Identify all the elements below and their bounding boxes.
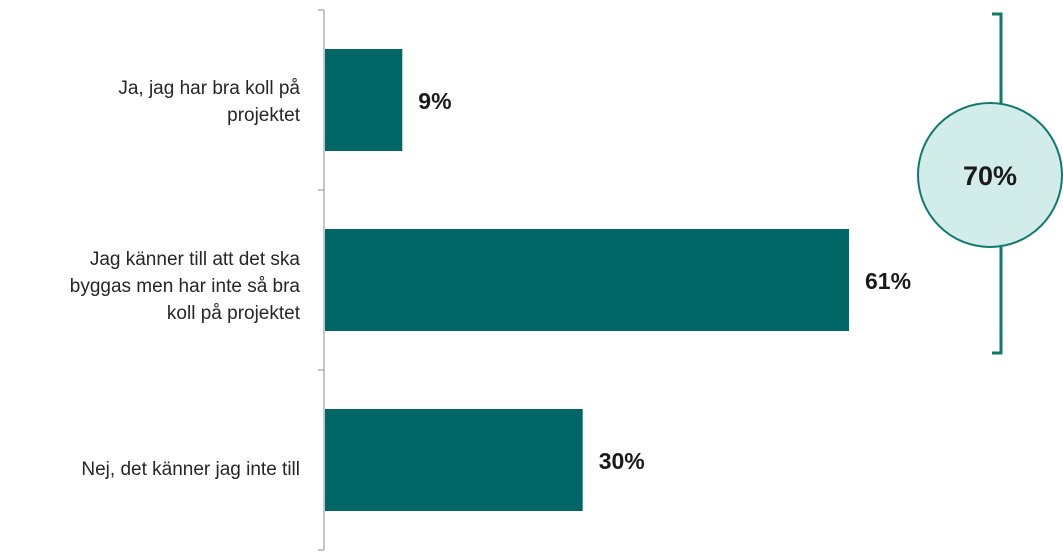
summary-circle bbox=[917, 102, 1063, 248]
category-label-aware: Jag känner till att det ska byggas men h… bbox=[69, 249, 300, 324]
bar bbox=[325, 229, 849, 331]
y-axis bbox=[318, 9, 325, 551]
bar bbox=[325, 409, 583, 511]
bracket-bottom bbox=[992, 247, 1003, 355]
summary-annotation: 70% bbox=[917, 12, 1063, 355]
bar bbox=[325, 49, 403, 151]
category-label-yes: Ja, jag har bra koll på projektet bbox=[118, 78, 300, 126]
bracket-top bbox=[992, 12, 1003, 103]
data-label: 61% bbox=[865, 268, 911, 294]
bars: 9% 61% 30% bbox=[325, 49, 911, 511]
summary-value-label: 70% bbox=[963, 161, 1017, 191]
data-label: 30% bbox=[599, 448, 645, 474]
category-label-no: Nej, det känner jag inte till bbox=[81, 459, 300, 480]
data-label: 9% bbox=[418, 88, 451, 114]
